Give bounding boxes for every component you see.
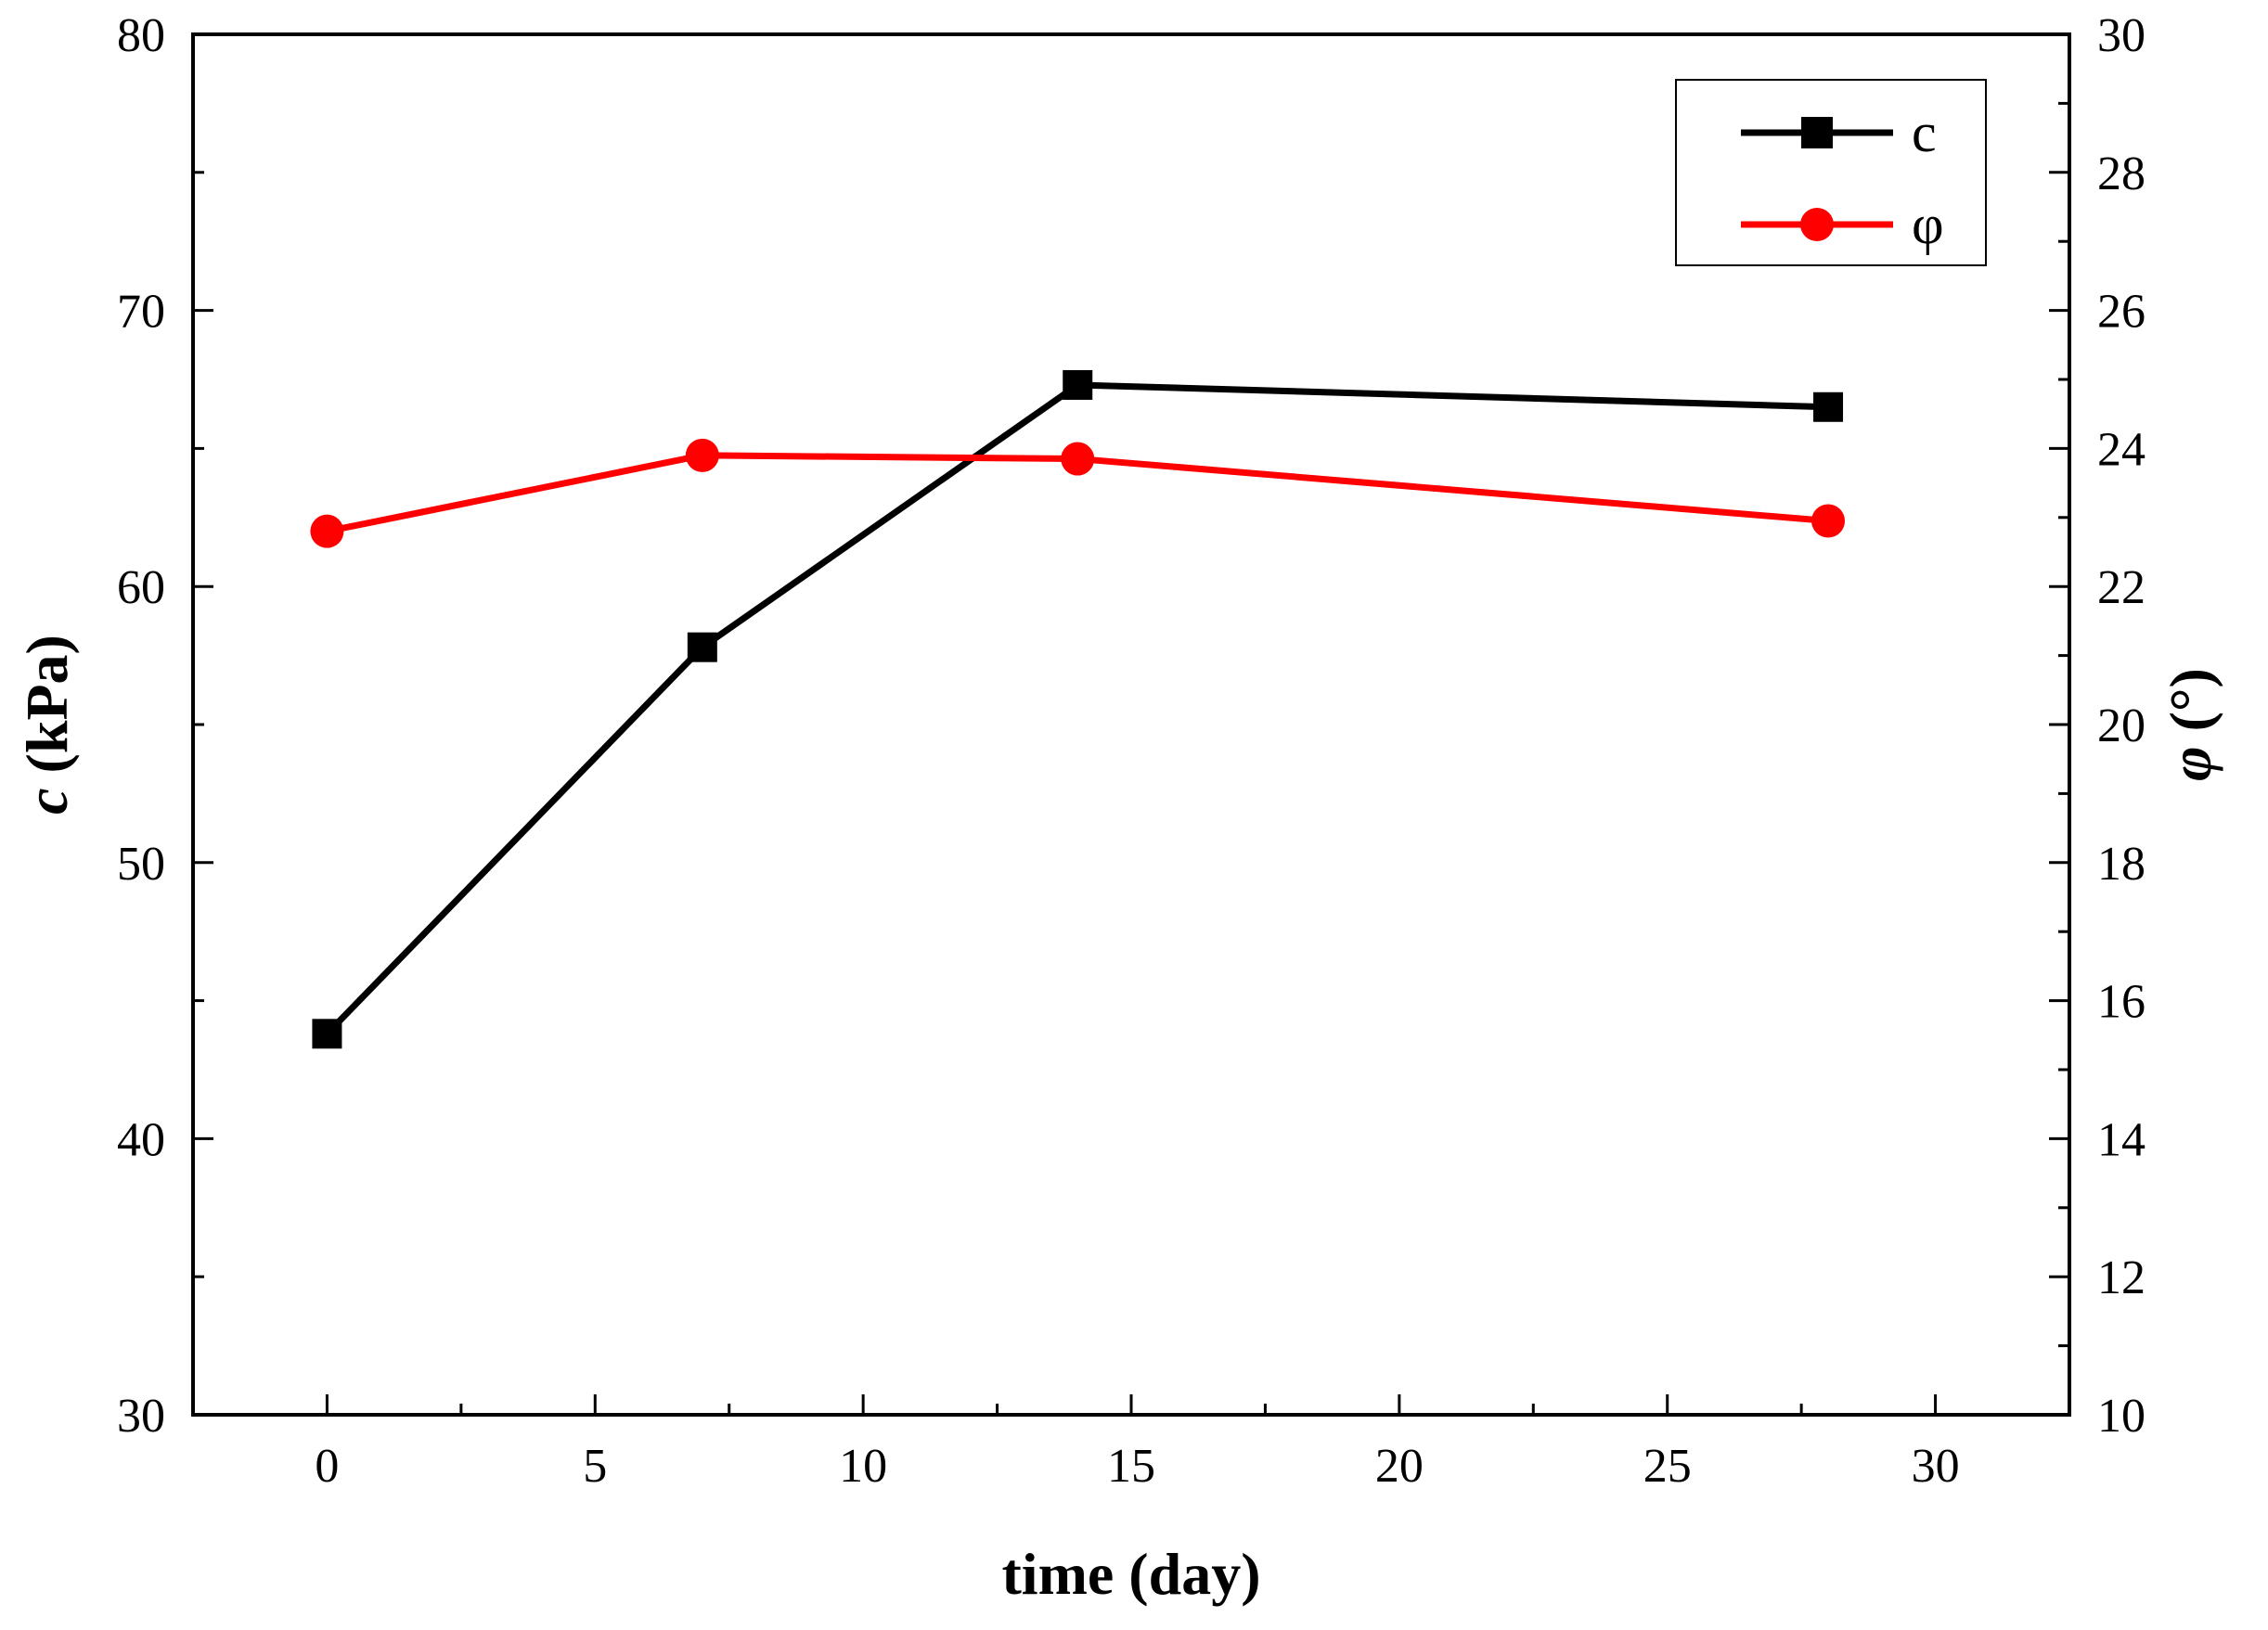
y-left-axis-title: c (kPa) (14, 635, 80, 815)
series-line-1 (326, 452, 1829, 535)
legend-phi-marker (1800, 208, 1834, 241)
data-point-c (687, 632, 717, 662)
y-left-tick-label: 80 (117, 9, 165, 62)
y-left-tick-label: 50 (117, 838, 165, 891)
y-left-unit: (kPa) (14, 635, 80, 788)
y-right-symbol: φ (2158, 746, 2223, 780)
y-right-tick-label: 18 (2097, 838, 2146, 891)
data-point-phi (1811, 504, 1846, 538)
y-right-axis-title: φ (°) (2158, 668, 2223, 781)
y-right-tick-label: 20 (2097, 699, 2146, 752)
x-tick-label: 0 (315, 1440, 339, 1493)
y-axis-right: 10 12 14 16 18 20 22 24 26 28 30 (2049, 9, 2146, 1443)
y-left-tick-label: 60 (117, 561, 165, 614)
legend-c-marker (1801, 117, 1833, 148)
data-point-phi (310, 514, 344, 548)
y-right-tick-label: 10 (2097, 1390, 2146, 1443)
series-line-0 (324, 381, 1829, 1036)
x-axis-title: time (day) (1001, 1541, 1260, 1607)
data-point-c (1063, 369, 1093, 400)
y-right-tick-label: 14 (2097, 1113, 2146, 1166)
x-axis: 0 5 10 15 20 25 30 (315, 1394, 1960, 1493)
legend-phi-label: φ (1912, 194, 1944, 255)
y-left-tick-label: 40 (117, 1113, 165, 1166)
y-right-unit: (°) (2158, 668, 2223, 746)
x-tick-label: 20 (1375, 1440, 1424, 1493)
data-point-c (1813, 391, 1844, 422)
legend-box (1675, 79, 1987, 266)
data-point-phi (685, 438, 719, 472)
y-axis-left: 30 40 50 60 70 80 (117, 9, 213, 1443)
y-left-tick-label: 30 (117, 1390, 165, 1443)
y-right-tick-label: 26 (2097, 286, 2146, 339)
x-tick-label: 10 (839, 1440, 887, 1493)
y-right-tick-label: 22 (2097, 561, 2146, 614)
data-point-c (312, 1019, 342, 1049)
y-left-symbol: c (14, 788, 80, 814)
legend: c φ (1675, 79, 1987, 266)
legend-c-label: c (1912, 102, 1937, 163)
y-right-tick-label: 16 (2097, 976, 2146, 1029)
y-left-tick-label: 70 (117, 286, 165, 339)
y-right-tick-label: 24 (2097, 423, 2146, 476)
y-right-tick-label: 30 (2097, 9, 2146, 62)
series-layer (310, 369, 1846, 1049)
data-point-phi (1061, 442, 1095, 476)
x-tick-label: 5 (583, 1440, 607, 1493)
x-tick-label: 15 (1107, 1440, 1155, 1493)
x-tick-label: 25 (1643, 1440, 1692, 1493)
y-right-tick-label: 28 (2097, 148, 2146, 200)
y-right-tick-label: 12 (2097, 1251, 2146, 1304)
x-tick-label: 30 (1912, 1440, 1960, 1493)
